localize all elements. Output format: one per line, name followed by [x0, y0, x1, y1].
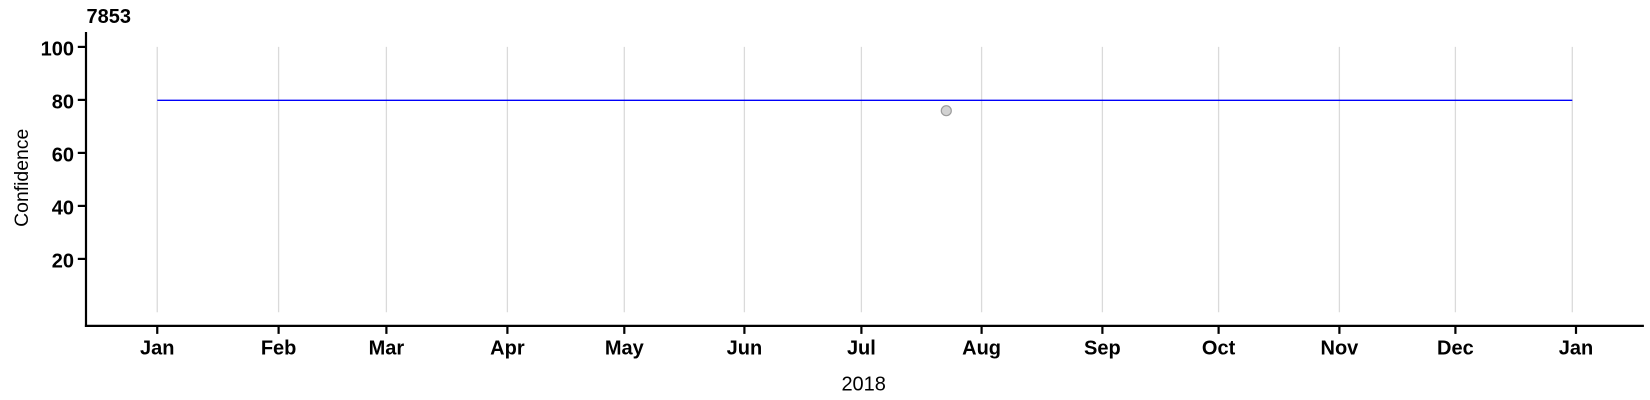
- svg-text:80: 80: [52, 91, 74, 113]
- svg-text:20: 20: [52, 250, 74, 272]
- svg-text:Dec: Dec: [1437, 338, 1474, 360]
- svg-text:Nov: Nov: [1321, 338, 1360, 360]
- svg-text:7853: 7853: [87, 6, 132, 28]
- svg-text:Feb: Feb: [261, 338, 297, 360]
- svg-text:100: 100: [41, 38, 74, 60]
- svg-text:60: 60: [52, 144, 74, 166]
- svg-text:Mar: Mar: [369, 338, 405, 360]
- svg-text:Apr: Apr: [490, 338, 525, 360]
- svg-text:Jan: Jan: [140, 338, 174, 360]
- svg-text:2018: 2018: [841, 373, 886, 395]
- svg-text:Oct: Oct: [1202, 338, 1236, 360]
- svg-text:May: May: [605, 338, 645, 360]
- svg-text:40: 40: [52, 197, 74, 219]
- svg-text:Sep: Sep: [1084, 338, 1121, 360]
- svg-text:Jul: Jul: [847, 338, 876, 360]
- svg-text:Jan: Jan: [1559, 338, 1593, 360]
- svg-text:Confidence: Confidence: [11, 129, 33, 227]
- svg-text:Aug: Aug: [962, 338, 1001, 360]
- svg-text:Jun: Jun: [727, 338, 763, 360]
